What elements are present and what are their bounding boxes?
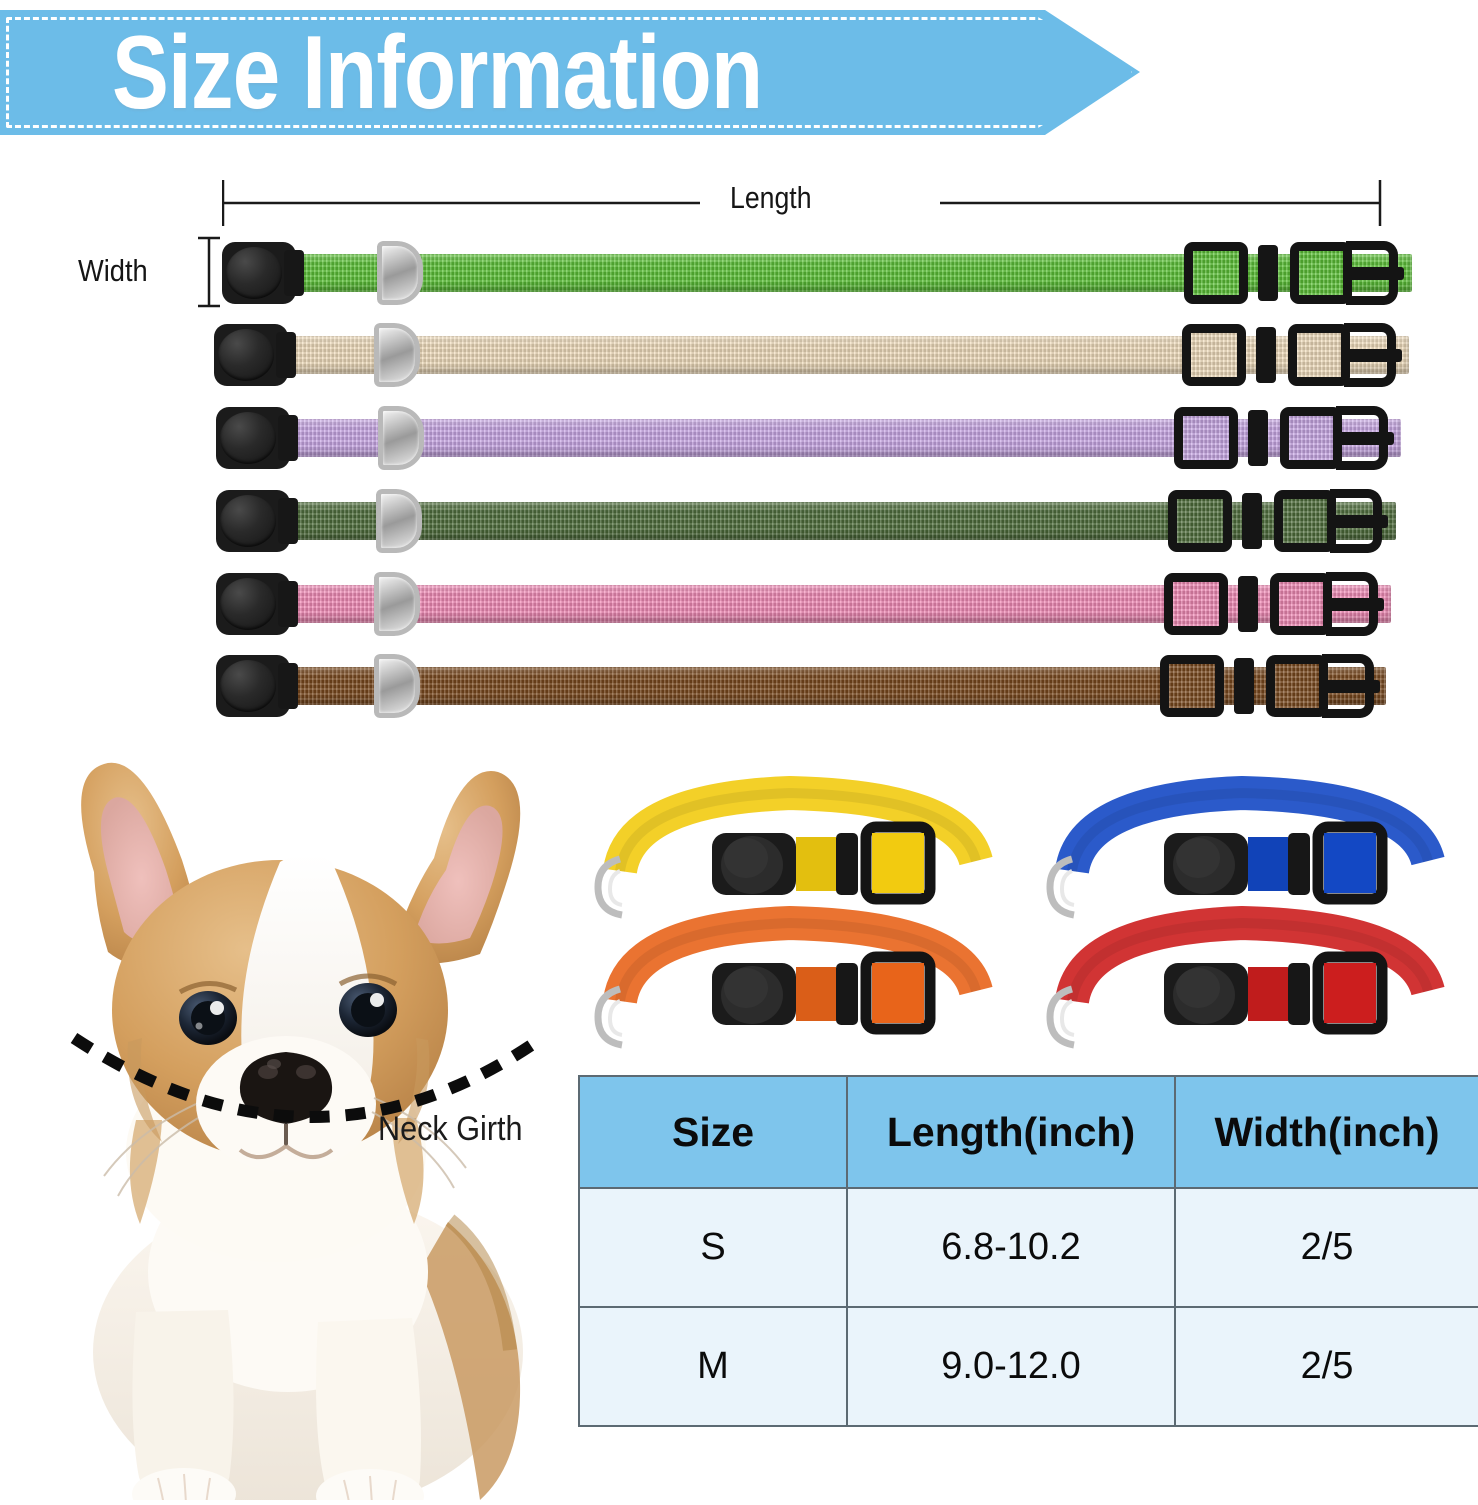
tri-glide-slider-icon: [1168, 490, 1232, 552]
buckle-tab-icon: [1238, 576, 1258, 632]
column-header-width: Width(inch): [1174, 1075, 1478, 1189]
tri-glide-slider-icon: [1184, 242, 1248, 304]
d-ring-icon: [378, 406, 424, 470]
width-label: Width: [78, 253, 148, 288]
buckle-tab-icon: [1242, 493, 1262, 549]
side-release-buckle-icon: [1288, 322, 1406, 388]
strip-collars-group: [0, 0, 1478, 730]
cell-size: M: [578, 1306, 848, 1427]
round-buckle-icon: [222, 242, 304, 304]
column-header-length: Length(inch): [846, 1075, 1176, 1189]
round-buckle-icon: [214, 324, 296, 386]
side-release-buckle-icon: [1290, 240, 1408, 306]
size-chart-table: Size Length(inch) Width(inch) S 6.8-10.2…: [578, 1075, 1478, 1427]
round-buckle-icon: [216, 407, 298, 469]
table-row: S 6.8-10.2 2/5: [578, 1187, 1478, 1308]
table-header-row: Size Length(inch) Width(inch): [578, 1075, 1478, 1189]
collar-row[interactable]: [222, 235, 1412, 311]
d-ring-icon: [374, 654, 420, 718]
side-release-buckle-icon: [1274, 488, 1392, 554]
loop-collar-yellow[interactable]: [580, 775, 1010, 935]
d-ring-icon: [376, 489, 422, 553]
buckle-tab-icon: [1248, 410, 1268, 466]
round-buckle-icon: [216, 573, 298, 635]
cell-length: 9.0-12.0: [846, 1306, 1176, 1427]
side-release-buckle-icon: [1280, 405, 1398, 471]
neck-girth-label: Neck Girth: [378, 1110, 523, 1148]
tri-glide-slider-icon: [1182, 324, 1246, 386]
tri-glide-slider-icon: [1160, 655, 1224, 717]
neck-girth-dashed-arc: [70, 1032, 540, 1123]
collar-row[interactable]: [214, 317, 1409, 393]
width-dimension-line: [198, 236, 220, 308]
tri-glide-slider-icon: [1164, 573, 1228, 635]
length-label: Length: [730, 180, 812, 215]
cell-size: S: [578, 1187, 848, 1308]
tri-glide-slider-icon: [1174, 407, 1238, 469]
loop-collar-red[interactable]: [1032, 905, 1462, 1065]
collar-row[interactable]: [216, 400, 1401, 476]
table-row: M 9.0-12.0 2/5: [578, 1306, 1478, 1427]
collar-row[interactable]: [216, 648, 1386, 724]
collar-row[interactable]: [216, 483, 1396, 559]
loop-collar-orange[interactable]: [580, 905, 1010, 1065]
cell-width: 2/5: [1174, 1187, 1478, 1308]
cell-width: 2/5: [1174, 1306, 1478, 1427]
loop-collar-blue[interactable]: [1032, 775, 1462, 935]
page-title: Size Information: [112, 15, 763, 131]
loop-collars-group: [580, 775, 1478, 1060]
buckle-tab-icon: [1234, 658, 1254, 714]
round-buckle-icon: [216, 655, 298, 717]
side-release-buckle-icon: [1270, 571, 1388, 637]
cell-length: 6.8-10.2: [846, 1187, 1176, 1308]
d-ring-icon: [374, 572, 420, 636]
buckle-tab-icon: [1258, 245, 1278, 301]
buckle-tab-icon: [1256, 327, 1276, 383]
d-ring-icon: [374, 323, 420, 387]
column-header-size: Size: [578, 1075, 848, 1189]
corgi-puppy-photo: [18, 752, 578, 1505]
header-banner: Size Information: [0, 10, 1140, 135]
banner-arrow-shape: [0, 10, 1140, 135]
side-release-buckle-icon: [1266, 653, 1384, 719]
length-dimension-line: [222, 180, 1382, 226]
d-ring-icon: [377, 241, 423, 305]
collar-row[interactable]: [216, 566, 1391, 642]
round-buckle-icon: [216, 490, 298, 552]
